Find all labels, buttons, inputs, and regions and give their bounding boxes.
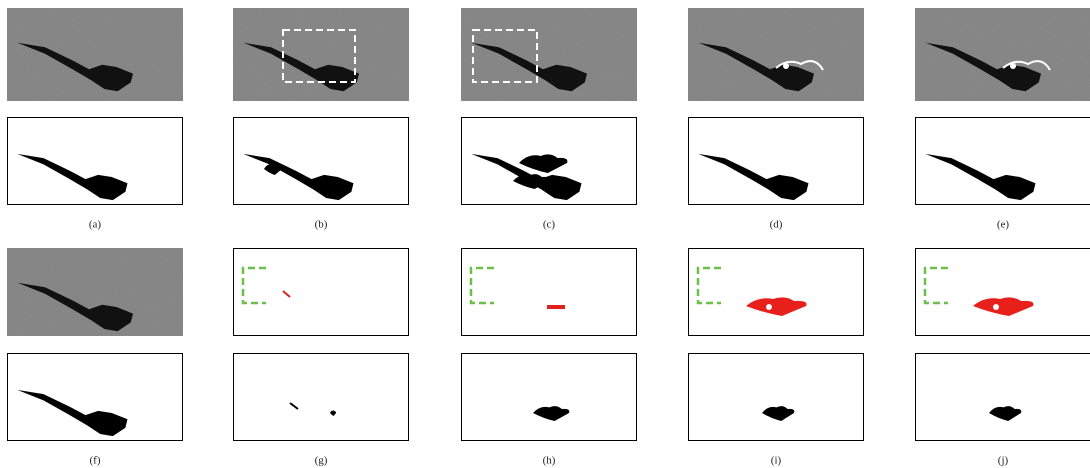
caption: (f) — [90, 455, 101, 467]
detection — [547, 305, 565, 309]
caption: (c) — [543, 219, 556, 231]
mask-panel — [234, 249, 409, 336]
mask-panel — [462, 249, 637, 336]
mask-panel — [689, 249, 864, 336]
caption: (d) — [770, 219, 783, 231]
mask-panel — [916, 354, 1090, 441]
input-image — [461, 8, 637, 101]
seed-point — [766, 304, 772, 310]
caption: (b) — [315, 219, 328, 231]
input-image — [7, 248, 183, 336]
input-image — [915, 8, 1090, 101]
caption: (i) — [771, 455, 782, 467]
caption: (g) — [315, 455, 328, 467]
caption: (e) — [997, 219, 1010, 231]
seed-point — [993, 304, 999, 310]
caption: (j) — [998, 455, 1009, 467]
mask-panel — [689, 354, 864, 441]
input-image — [233, 8, 409, 101]
seed-point — [783, 63, 789, 69]
input-image — [7, 8, 183, 101]
figure: (a) (b) (c) (d) (e) (f) (g) (h) (i) (j) — [0, 0, 1090, 468]
seed-point — [1010, 63, 1016, 69]
mask-panel — [916, 249, 1090, 336]
caption: (a) — [89, 219, 102, 231]
mask-panel — [234, 354, 409, 441]
caption: (h) — [543, 455, 556, 467]
input-image — [688, 8, 864, 101]
mask-panel — [462, 354, 637, 441]
